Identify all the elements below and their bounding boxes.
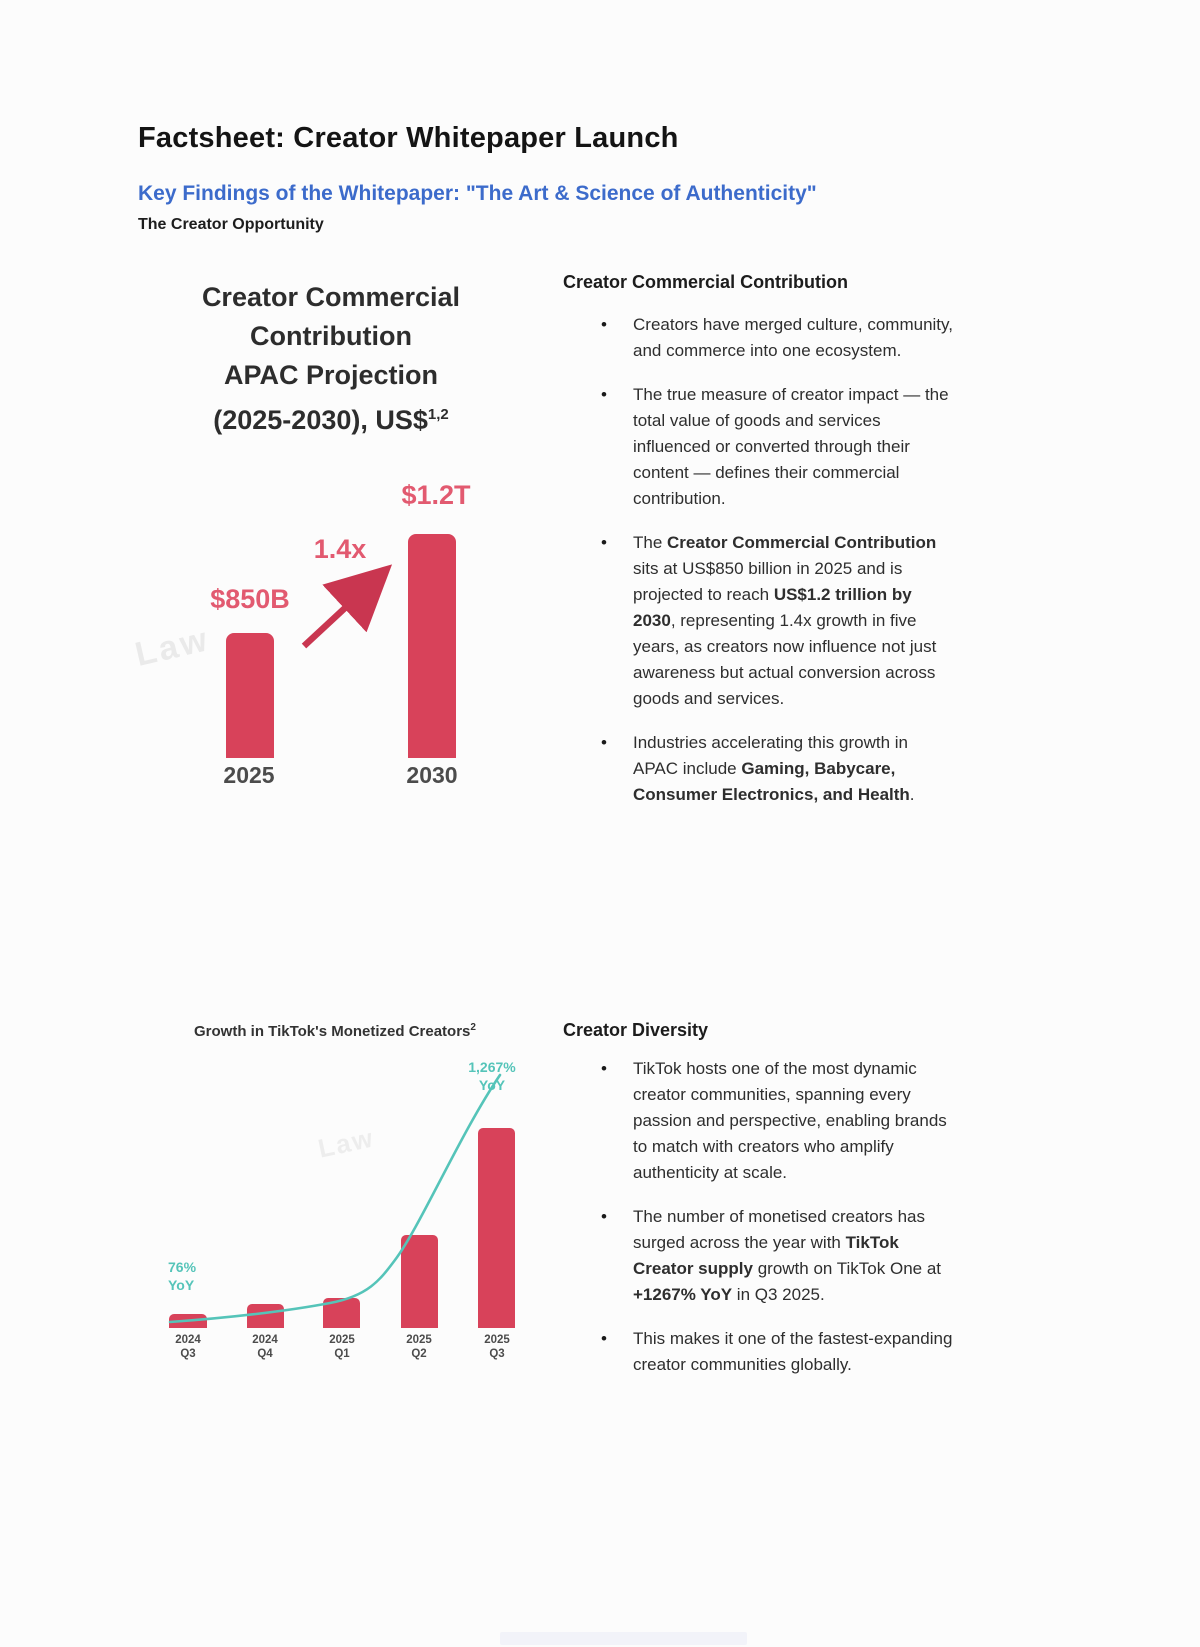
key-findings-heading: Key Findings of the Whitepaper: "The Art… <box>138 182 817 205</box>
growth-arrow-icon <box>301 564 393 649</box>
bullet-item: The number of monetised creators has sur… <box>563 1204 955 1308</box>
chart2-title-text: Growth in TikTok's Monetized Creators <box>194 1023 471 1040</box>
page-title: Factsheet: Creator Whitepaper Launch <box>138 122 679 154</box>
x-label-year: 2025 <box>406 1334 432 1346</box>
x-label-quarter: Q1 <box>334 1348 350 1360</box>
chart1-footnote-marker: 1,2 <box>427 406 449 423</box>
x-label-year: 2025 <box>329 1334 355 1346</box>
bullet-item: The Creator Commercial Contribution sits… <box>563 530 955 712</box>
bullet-list-creator-diversity: TikTok hosts one of the most dynamic cre… <box>563 1056 963 1396</box>
chart1-bar-2025 <box>226 633 274 758</box>
chart2-bar-2025q2 <box>401 1235 438 1328</box>
bullet-item: Industries accelerating this growth in A… <box>563 730 955 808</box>
chart1-x-label-2030: 2030 <box>406 762 458 788</box>
chart1-title-line4: (2025-2030), US$ <box>213 405 428 435</box>
section-heading-creator-diversity: Creator Diversity <box>563 1020 709 1040</box>
chart1-title-line2: Contribution <box>250 321 412 351</box>
chart2-bar-2024q4 <box>247 1304 284 1328</box>
chart2-x-label: 2025 Q3 <box>466 1333 528 1361</box>
chart2-x-label: 2024 Q3 <box>157 1333 219 1361</box>
section-heading-commercial-contribution: Creator Commercial Contribution <box>563 272 849 292</box>
chart1-title: Creator Commercial Contribution APAC Pro… <box>140 278 522 440</box>
bullet-item: Creators have merged culture, community,… <box>563 312 955 364</box>
chart2-bar-2025q3 <box>478 1128 515 1328</box>
line-start-label: 76% YoY <box>168 1258 228 1294</box>
chart1-title-line1: Creator Commercial <box>201 282 461 312</box>
x-label-quarter: Q4 <box>257 1348 273 1360</box>
growth-annotation: 1.4x <box>313 534 367 564</box>
line-end-value: 1,267% <box>468 1059 516 1075</box>
line-start-unit: YoY <box>168 1277 195 1293</box>
section-label: The Creator Opportunity <box>138 216 324 233</box>
bullet-list-commercial-contribution: Creators have merged culture, community,… <box>563 312 963 826</box>
x-label-quarter: Q3 <box>489 1348 505 1360</box>
chart2-x-label: 2024 Q4 <box>234 1333 296 1361</box>
watermark-text: Law <box>131 620 214 674</box>
line-start-value: 76% <box>168 1259 197 1275</box>
chart2-footnote-marker: 2 <box>470 1022 476 1033</box>
x-label-year: 2024 <box>175 1334 201 1346</box>
chart2-x-label: 2025 Q2 <box>388 1333 450 1361</box>
chart1-x-label-2025: 2025 <box>223 762 275 788</box>
page-bottom-artifact <box>500 1632 747 1645</box>
yoy-growth-line <box>168 1073 502 1324</box>
bullet-item: The true measure of creator impact — the… <box>563 382 955 512</box>
x-label-quarter: Q3 <box>180 1348 196 1360</box>
bar-value-label-2030: $1.2T <box>401 480 471 510</box>
chart1-title-line3: APAC Projection <box>223 360 439 390</box>
chart2-title: Growth in TikTok's Monetized Creators2 <box>148 1022 522 1040</box>
bar-value-label-2025: $850B <box>210 584 290 614</box>
x-label-year: 2025 <box>484 1334 510 1346</box>
bullet-item: This makes it one of the fastest-expandi… <box>563 1326 955 1378</box>
x-label-year: 2024 <box>252 1334 278 1346</box>
bullet-item: TikTok hosts one of the most dynamic cre… <box>563 1056 955 1186</box>
chart2-x-label: 2025 Q1 <box>311 1333 373 1361</box>
chart1-bar-2030 <box>408 534 456 758</box>
x-label-quarter: Q2 <box>411 1348 427 1360</box>
